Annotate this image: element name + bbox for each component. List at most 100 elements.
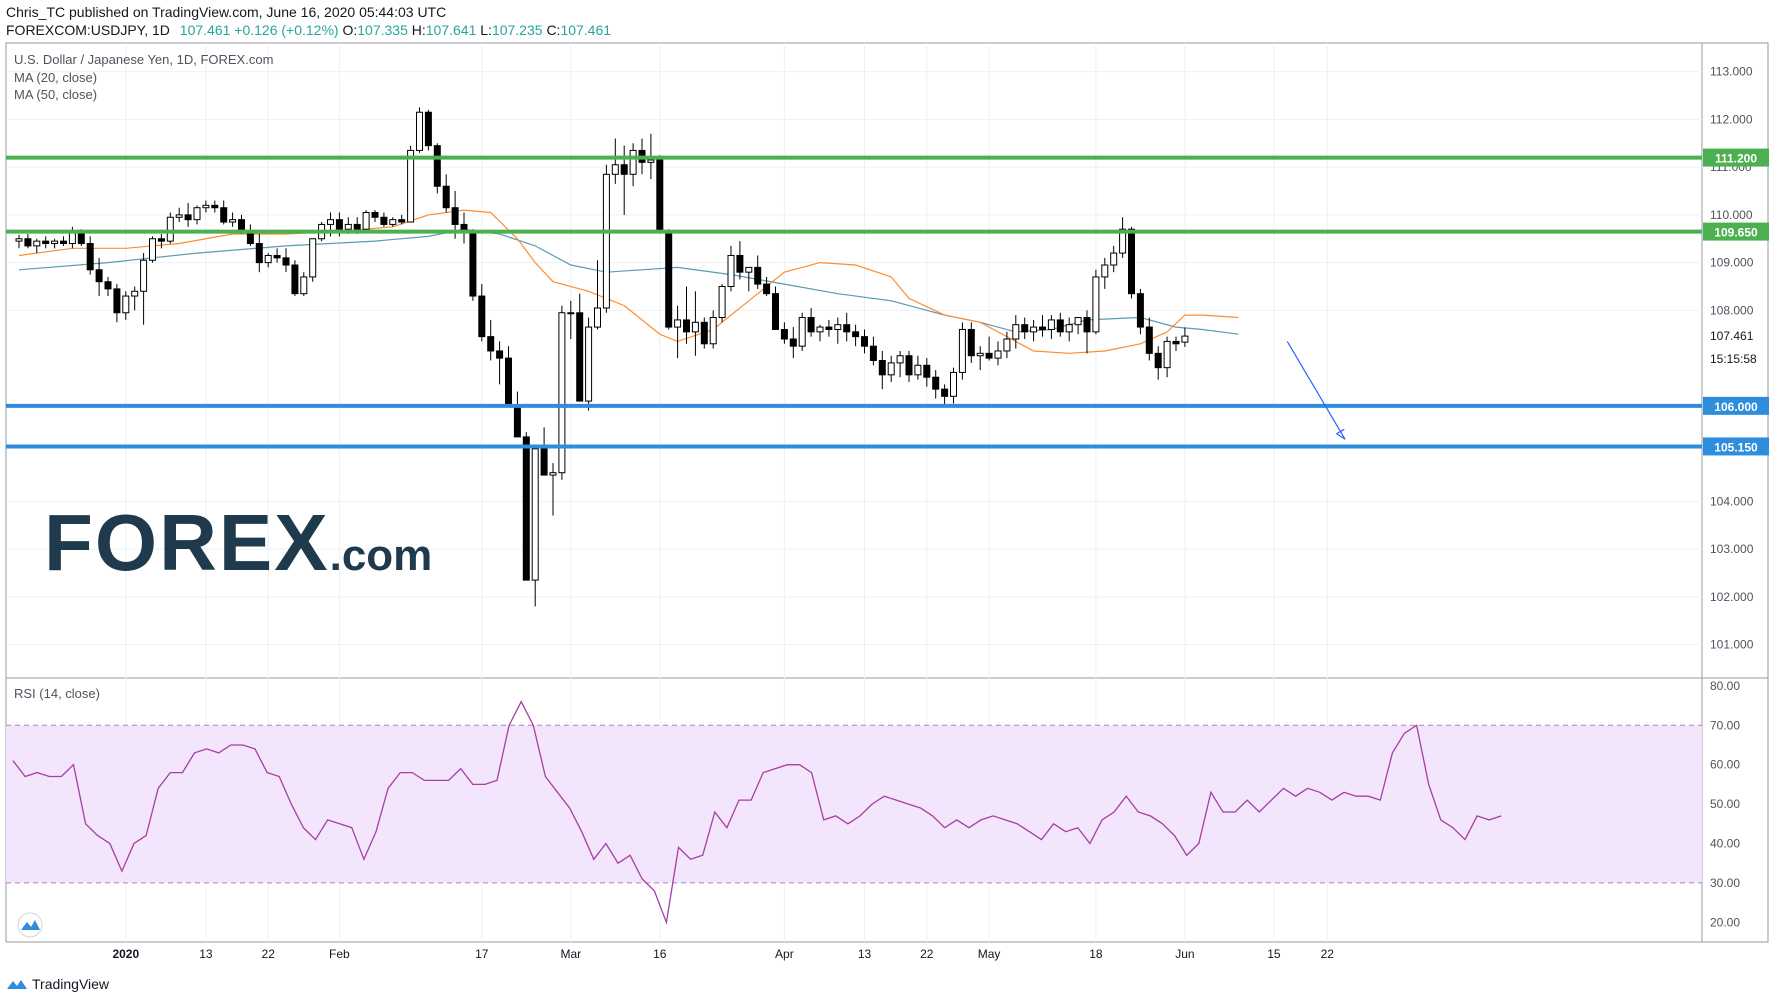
candle-body [1030, 326, 1038, 333]
candle-body [42, 240, 50, 245]
candle-body [772, 293, 779, 330]
countdown-label: 15:15:58 [1710, 352, 1757, 366]
candle-body [211, 204, 219, 209]
time-tick-label: 22 [262, 947, 276, 961]
rsi-tick-label: 40.00 [1710, 836, 1740, 850]
time-tick-label: Feb [329, 947, 350, 961]
candle-body [505, 357, 512, 407]
projection-arrow-head [1335, 428, 1346, 440]
candle-body [852, 331, 860, 338]
chart-header: Chris_TC published on TradingView.com, J… [6, 4, 611, 38]
last-price: 107.461 [179, 22, 231, 38]
time-tick-label: 22 [920, 947, 934, 961]
candle-body [60, 240, 67, 245]
candle-body [932, 376, 940, 390]
candle-body [451, 207, 459, 225]
candle-body [843, 324, 851, 333]
candle-body [407, 149, 415, 223]
rsi-tick-label: 80.00 [1710, 679, 1740, 693]
candle-body [656, 159, 664, 233]
time-tick-label: 15 [1267, 947, 1281, 961]
candle-body [754, 266, 762, 285]
price-tick-label: 102.000 [1710, 590, 1754, 604]
candle-body [344, 223, 352, 230]
candle-body [157, 238, 165, 242]
candle-body [1003, 338, 1011, 352]
candle-body [1181, 335, 1189, 343]
candle-body [469, 231, 477, 297]
candle-body [825, 326, 833, 330]
tradingview-badge-icon [17, 912, 43, 938]
candle-body [416, 111, 423, 151]
candle-body [95, 269, 103, 283]
candle-body [1163, 340, 1171, 369]
rsi-tick-label: 30.00 [1710, 876, 1740, 890]
candle-body [816, 326, 824, 333]
time-tick-label: 2020 [112, 947, 139, 961]
candle-body [1119, 228, 1127, 254]
tradingview-badge-shape [21, 920, 40, 930]
rsi-tick-label: 70.00 [1710, 718, 1740, 732]
candle-body [389, 219, 397, 225]
candle-body [558, 312, 566, 474]
candle-body [1145, 326, 1153, 354]
low-label: L: [480, 22, 492, 38]
time-tick-label: Apr [775, 947, 794, 961]
price-tick-label: 103.000 [1710, 542, 1754, 556]
ma50-legend: MA (50, close) [14, 87, 98, 102]
candle-body [941, 388, 949, 397]
candle-body [950, 371, 957, 397]
candle-body [718, 285, 726, 319]
candle-body [166, 216, 174, 242]
candle-body [896, 355, 904, 364]
time-tick-label: 13 [199, 947, 213, 961]
candle-body [77, 232, 85, 245]
close-label: C: [546, 22, 561, 38]
candle-body [567, 312, 575, 315]
time-tick-label: 22 [1321, 947, 1335, 961]
candle-body [264, 254, 272, 264]
open-label: O: [342, 22, 358, 38]
candle-body [1012, 324, 1020, 340]
candle-body [335, 219, 343, 230]
logo-suffix: .com [329, 531, 433, 580]
candle-body [1154, 352, 1162, 369]
tradingview-icon [7, 980, 27, 989]
rsi-band [6, 725, 1702, 883]
candle-body [807, 317, 815, 333]
resistance-level-label: 109.650 [1714, 226, 1758, 240]
symbol-label: FOREXCOM:USDJPY, 1D [6, 22, 170, 38]
price-tick-label: 108.000 [1710, 303, 1754, 317]
candle-body [887, 362, 895, 376]
candle-body [68, 232, 76, 245]
candle-body [549, 472, 557, 476]
candle-body [576, 312, 584, 402]
open-value: 107.335 [357, 22, 408, 38]
candle-body [745, 266, 753, 273]
candle-body [1136, 293, 1144, 328]
candle-body [1047, 319, 1055, 330]
candle-body [104, 281, 112, 290]
candle-body [1039, 326, 1046, 330]
candle-body [878, 360, 886, 376]
candle-body [291, 264, 299, 295]
high-value: 107.641 [425, 22, 477, 38]
candle-body [149, 238, 156, 261]
candle-body [24, 238, 32, 247]
candle-body [122, 295, 130, 314]
projection-arrow [1286, 341, 1346, 440]
rsi-tick-label: 50.00 [1710, 797, 1740, 811]
tradingview-footer[interactable]: TradingView [6, 976, 109, 992]
candle-body [140, 259, 148, 292]
time-tick-label: 13 [858, 947, 872, 961]
candle-body [478, 295, 486, 338]
forex-logo: FOREX.com [44, 497, 432, 589]
candle-body [691, 321, 699, 333]
candle-body [86, 243, 94, 271]
candle-body [1065, 324, 1073, 333]
candle-body [282, 257, 290, 266]
support-level-label-bg [1703, 396, 1769, 415]
candle-body [442, 185, 450, 209]
candle-body [487, 336, 495, 352]
